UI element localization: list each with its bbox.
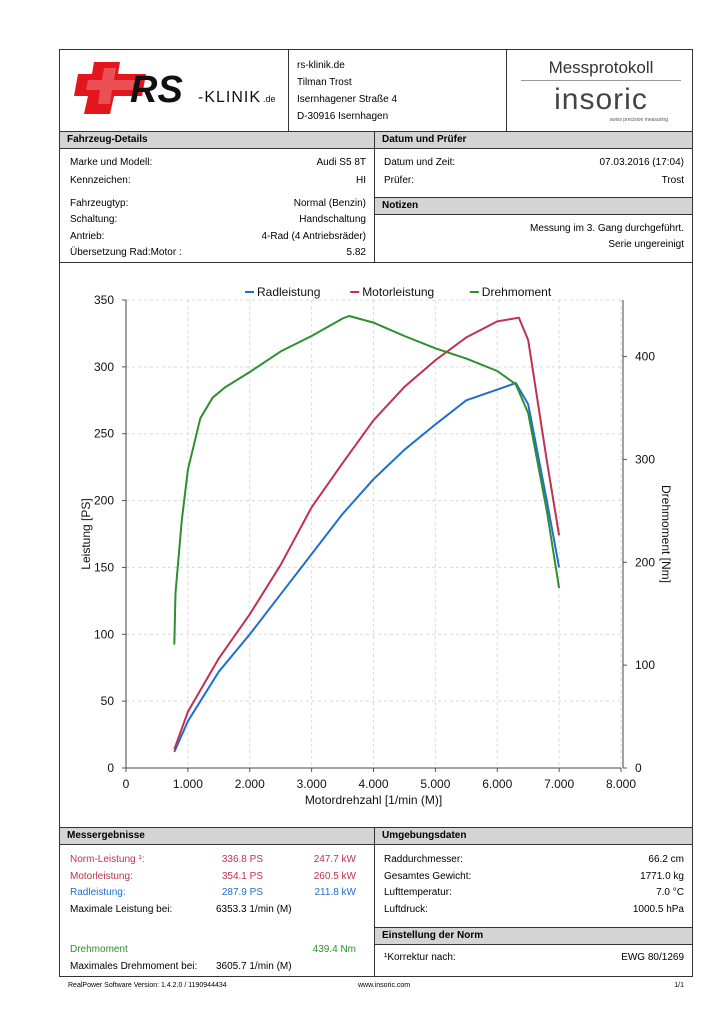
x-tick-label: 3.000 xyxy=(297,777,327,791)
legend-label: Motorleistung xyxy=(362,285,434,299)
y2-tick-label: 300 xyxy=(635,452,655,466)
vehicle-type-label: Fahrzeugtyp: xyxy=(70,198,129,209)
svg-text:.de: .de xyxy=(263,94,276,104)
power-torque-chart: 0 1.000 2.000 3.000 4.000 5.000 6.000 7.000 8.00… xyxy=(79,285,673,807)
norm-power-label: Norm-Leistung ¹: xyxy=(70,854,145,865)
x-axis-label: Motordrehzahl [1/min (M)] xyxy=(305,793,442,807)
air-temp-value: 7.0 °C xyxy=(656,887,684,898)
plate-value: HI xyxy=(356,175,366,186)
y-tick-label: 250 xyxy=(94,427,114,441)
x-tick-label: 8.000 xyxy=(606,777,636,791)
y-tick-label: 0 xyxy=(107,761,114,775)
air-temp-label: Lufttemperatur: xyxy=(384,887,452,898)
x-tick-label: 5.000 xyxy=(420,777,450,791)
address-line-1: rs-klinik.de xyxy=(297,60,345,71)
insoric-tagline: swiss precision measuring xyxy=(609,117,668,123)
notes-line-2: Serie ungereinigt xyxy=(608,239,684,250)
address-line-2: Tilman Trost xyxy=(297,77,352,88)
environment-section-title: Umgebungsdaten xyxy=(375,828,692,845)
vehicle-type-value: Normal (Benzin) xyxy=(293,198,366,209)
y2-tick-label: 400 xyxy=(635,350,655,364)
wheel-power-kw: 211.8 kW xyxy=(314,887,357,898)
y2-tick-label: 100 xyxy=(635,658,655,672)
torque-label: Drehmoment xyxy=(70,944,128,955)
footer-page-number: 1/1 xyxy=(674,982,684,989)
total-weight-label: Gesamtes Gewicht: xyxy=(384,871,472,882)
y-tick-label: 150 xyxy=(94,560,114,574)
drive-value: 4-Rad (4 Antriebsräder) xyxy=(261,231,367,242)
legend-label: Drehmoment xyxy=(482,285,552,299)
series-line-motorleistung xyxy=(173,316,561,750)
footer-software-version: RealPower Software Version: 1.4.2.0 / 11… xyxy=(68,982,227,989)
y-axis-label: Leistung [PS] xyxy=(79,498,93,569)
notes-section-title: Notizen xyxy=(375,198,692,215)
vehicle-section-title: Fahrzeug-Details xyxy=(60,132,374,149)
svg-text:-KLINIK: -KLINIK xyxy=(198,89,261,106)
max-power-rpm-value: 6353.3 1/min (M) xyxy=(216,904,292,915)
y2-tick-label: 200 xyxy=(635,555,655,569)
tester-label: Prüfer: xyxy=(384,175,415,186)
motor-power-kw: 260.5 kW xyxy=(313,871,356,882)
y2-axis-label: Drehmoment [Nm] xyxy=(659,485,673,583)
svg-text:RS: RS xyxy=(130,69,183,111)
gearbox-value: Handschaltung xyxy=(299,214,366,225)
notes-line-1: Messung im 3. Gang durchgeführt. xyxy=(530,223,684,234)
insoric-logo: insoric xyxy=(554,83,648,116)
ratio-value: 5.82 xyxy=(346,247,366,258)
x-tick-label: 1.000 xyxy=(173,777,203,791)
drive-label: Antrieb: xyxy=(70,231,105,242)
motor-power-ps: 354.1 PS xyxy=(221,871,263,882)
max-power-rpm-label: Maximale Leistung bei: xyxy=(70,904,173,915)
address-line-4: D-30916 Isernhagen xyxy=(297,111,389,122)
x-tick-label: 0 xyxy=(123,777,130,791)
norm-correction-label: ¹Korrektur nach: xyxy=(384,952,456,963)
norm-power-kw: 247.7 kW xyxy=(313,854,356,865)
wheel-diameter-label: Raddurchmesser: xyxy=(384,854,463,865)
torque-value: 439.4 Nm xyxy=(312,944,356,955)
vehicle-make-value: Audi S5 8T xyxy=(316,157,366,168)
footer-url[interactable]: www.insoric.com xyxy=(358,982,411,989)
series-line-drehmoment xyxy=(173,315,561,645)
ratio-label: Übersetzung Rad:Motor : xyxy=(70,247,182,258)
wheel-power-label: Radleistung: xyxy=(70,887,126,898)
norm-section-title: Einstellung der Norm xyxy=(375,928,692,945)
air-pressure-label: Luftdruck: xyxy=(384,904,428,915)
x-tick-label: 2.000 xyxy=(235,777,265,791)
series-line-radleistung xyxy=(173,382,561,753)
y-tick-label: 50 xyxy=(101,694,115,708)
total-weight-value: 1771.0 kg xyxy=(640,871,684,882)
date-section-title: Datum und Prüfer xyxy=(375,132,692,149)
date-value: 07.03.2016 (17:04) xyxy=(599,157,684,168)
legend-label: Radleistung xyxy=(257,285,320,299)
x-tick-label: 6.000 xyxy=(482,777,512,791)
protocol-title: Messprotokoll xyxy=(548,58,654,77)
gearbox-label: Schaltung: xyxy=(70,214,118,225)
results-box xyxy=(59,827,693,977)
plate-label: Kennzeichen: xyxy=(70,175,131,186)
y2-tick-label: 0 xyxy=(635,761,642,775)
vehicle-make-label: Marke und Modell: xyxy=(70,157,153,168)
y-tick-label: 100 xyxy=(94,627,114,641)
air-pressure-value: 1000.5 hPa xyxy=(632,904,684,915)
tester-value: Trost xyxy=(661,175,684,186)
max-torque-rpm-label: Maximales Drehmoment bei: xyxy=(70,961,198,972)
norm-power-ps: 336.8 PS xyxy=(221,854,263,865)
rs-klinik-logo: RS -KLINIK .de xyxy=(72,58,282,118)
max-torque-rpm-value: 3605.7 1/min (M) xyxy=(216,961,292,972)
x-tick-label: 4.000 xyxy=(358,777,388,791)
y-tick-label: 350 xyxy=(94,293,114,307)
y-tick-label: 300 xyxy=(94,360,114,374)
norm-correction-value: EWG 80/1269 xyxy=(621,952,684,963)
wheel-power-ps: 287.9 PS xyxy=(221,887,263,898)
y-tick-label: 200 xyxy=(94,494,114,508)
results-section-title: Messergebnisse xyxy=(60,828,374,845)
date-label: Datum und Zeit: xyxy=(384,157,456,168)
address-line-3: Isernhagener Straße 4 xyxy=(297,94,398,105)
motor-power-label: Motorleistung: xyxy=(70,871,133,882)
x-tick-label: 7.000 xyxy=(544,777,574,791)
wheel-diameter-value: 66.2 cm xyxy=(648,854,684,865)
